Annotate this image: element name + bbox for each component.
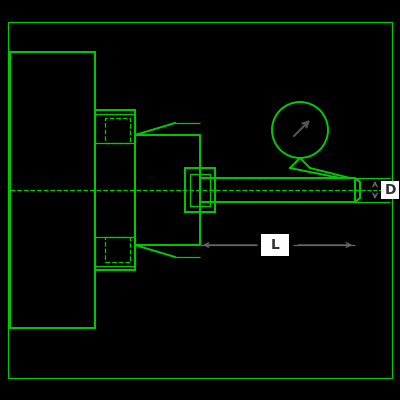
FancyBboxPatch shape [261,234,289,256]
FancyBboxPatch shape [381,181,399,199]
Text: D: D [384,183,396,197]
Bar [95,110,135,270]
Bar [95,114,135,143]
Bar [190,174,210,206]
Bar [95,237,135,266]
Bar [10,52,95,328]
Bar [185,168,215,212]
Bar [105,118,130,143]
Text: L: L [270,238,280,252]
Bar [105,237,130,262]
Bar [8,22,392,378]
